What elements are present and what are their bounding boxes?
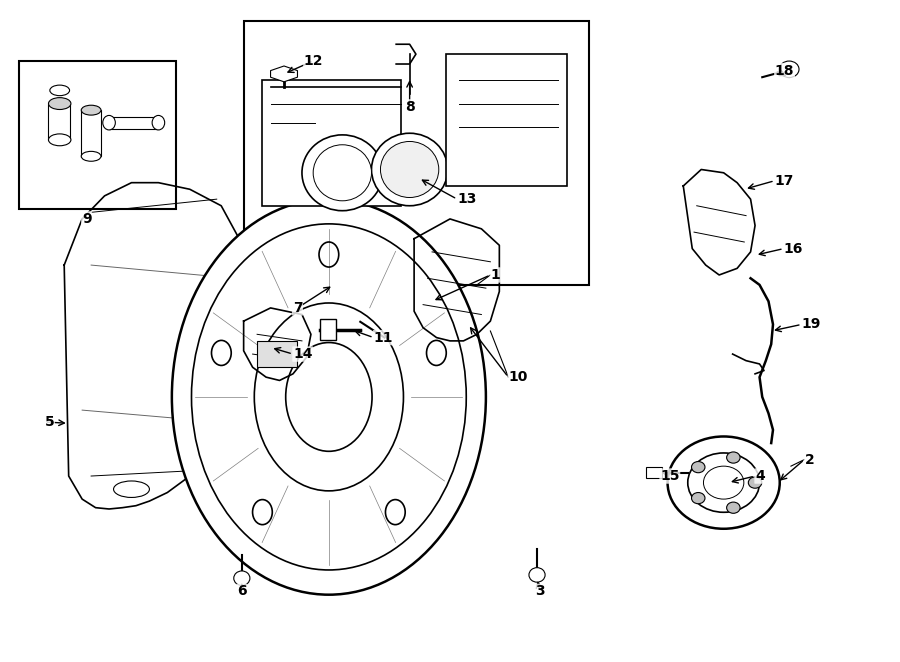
Ellipse shape — [255, 303, 403, 491]
Ellipse shape — [691, 461, 705, 473]
Text: 5: 5 — [44, 415, 54, 429]
Ellipse shape — [49, 134, 71, 146]
Ellipse shape — [319, 242, 338, 267]
Ellipse shape — [192, 224, 466, 570]
Text: 16: 16 — [784, 242, 803, 256]
Text: 15: 15 — [660, 469, 680, 483]
Bar — [244, 21, 590, 285]
Text: 4: 4 — [755, 469, 765, 483]
Text: 14: 14 — [293, 347, 312, 361]
Text: 6: 6 — [237, 585, 247, 598]
Ellipse shape — [49, 97, 71, 109]
Ellipse shape — [427, 340, 446, 365]
Ellipse shape — [529, 567, 545, 582]
Ellipse shape — [372, 133, 448, 206]
Bar — [257, 341, 298, 367]
Text: 9: 9 — [82, 212, 92, 226]
Bar — [262, 81, 400, 206]
Ellipse shape — [103, 115, 115, 130]
Ellipse shape — [385, 500, 405, 525]
Ellipse shape — [748, 477, 761, 488]
Bar — [446, 54, 567, 186]
Text: 13: 13 — [457, 192, 477, 206]
Bar — [81, 110, 101, 156]
Text: 10: 10 — [508, 370, 527, 384]
Text: 11: 11 — [374, 330, 393, 345]
Ellipse shape — [113, 481, 149, 497]
Ellipse shape — [285, 342, 372, 451]
Polygon shape — [271, 66, 298, 82]
Ellipse shape — [313, 145, 372, 201]
Text: 12: 12 — [304, 54, 323, 68]
Bar — [645, 467, 662, 478]
Text: 19: 19 — [802, 317, 821, 332]
Ellipse shape — [726, 452, 740, 463]
Ellipse shape — [172, 199, 486, 594]
Bar — [19, 61, 176, 209]
Ellipse shape — [381, 142, 439, 197]
Ellipse shape — [81, 105, 101, 115]
Ellipse shape — [253, 500, 273, 525]
Ellipse shape — [779, 61, 799, 77]
Bar — [48, 103, 70, 140]
Bar — [320, 319, 336, 340]
Ellipse shape — [726, 502, 740, 513]
Bar — [109, 117, 158, 128]
Text: 2: 2 — [805, 453, 814, 467]
Text: 7: 7 — [292, 301, 302, 315]
Text: 18: 18 — [775, 64, 795, 77]
Ellipse shape — [691, 493, 705, 504]
Text: 3: 3 — [535, 585, 544, 598]
Ellipse shape — [704, 466, 743, 499]
Ellipse shape — [688, 453, 760, 512]
Ellipse shape — [152, 115, 165, 130]
Ellipse shape — [50, 85, 69, 95]
Text: 17: 17 — [775, 173, 794, 188]
Text: 8: 8 — [405, 100, 415, 114]
Text: 1: 1 — [491, 268, 500, 282]
Ellipse shape — [668, 436, 779, 529]
Ellipse shape — [81, 152, 101, 162]
Ellipse shape — [234, 571, 250, 585]
Ellipse shape — [212, 340, 231, 365]
Ellipse shape — [302, 135, 382, 211]
